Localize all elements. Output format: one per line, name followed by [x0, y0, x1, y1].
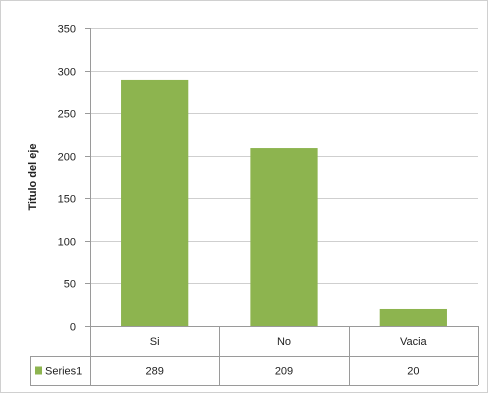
- bar-no: [250, 148, 318, 326]
- y-axis-ticks: 0 50 100 150 200 250 300 350: [58, 24, 91, 334]
- y-tick-label: 0: [70, 322, 76, 334]
- legend-series-name: Series1: [45, 366, 82, 378]
- y-tick-label: 250: [58, 109, 76, 121]
- y-axis-title: Titulo del eje: [27, 143, 39, 210]
- bar-si: [121, 79, 189, 327]
- y-tick-label: 350: [58, 24, 76, 36]
- data-value-cell: 20: [407, 366, 419, 378]
- category-label: Si: [150, 336, 160, 348]
- data-value-cell: 209: [275, 366, 293, 378]
- bar-vacia: [379, 308, 447, 326]
- y-tick-label: 100: [58, 237, 76, 249]
- y-tick-label: 300: [58, 67, 76, 79]
- data-table: Si 289 No 209 Vacia 20 Series1: [30, 326, 479, 386]
- y-tick-label: 200: [58, 152, 76, 164]
- category-label: No: [277, 336, 291, 348]
- bars: [121, 79, 447, 327]
- category-label: Vacia: [400, 336, 428, 348]
- data-value-cell: 289: [145, 366, 163, 378]
- legend-key: [35, 366, 42, 375]
- y-tick-label: 150: [58, 194, 76, 206]
- y-tick-label: 50: [64, 279, 76, 291]
